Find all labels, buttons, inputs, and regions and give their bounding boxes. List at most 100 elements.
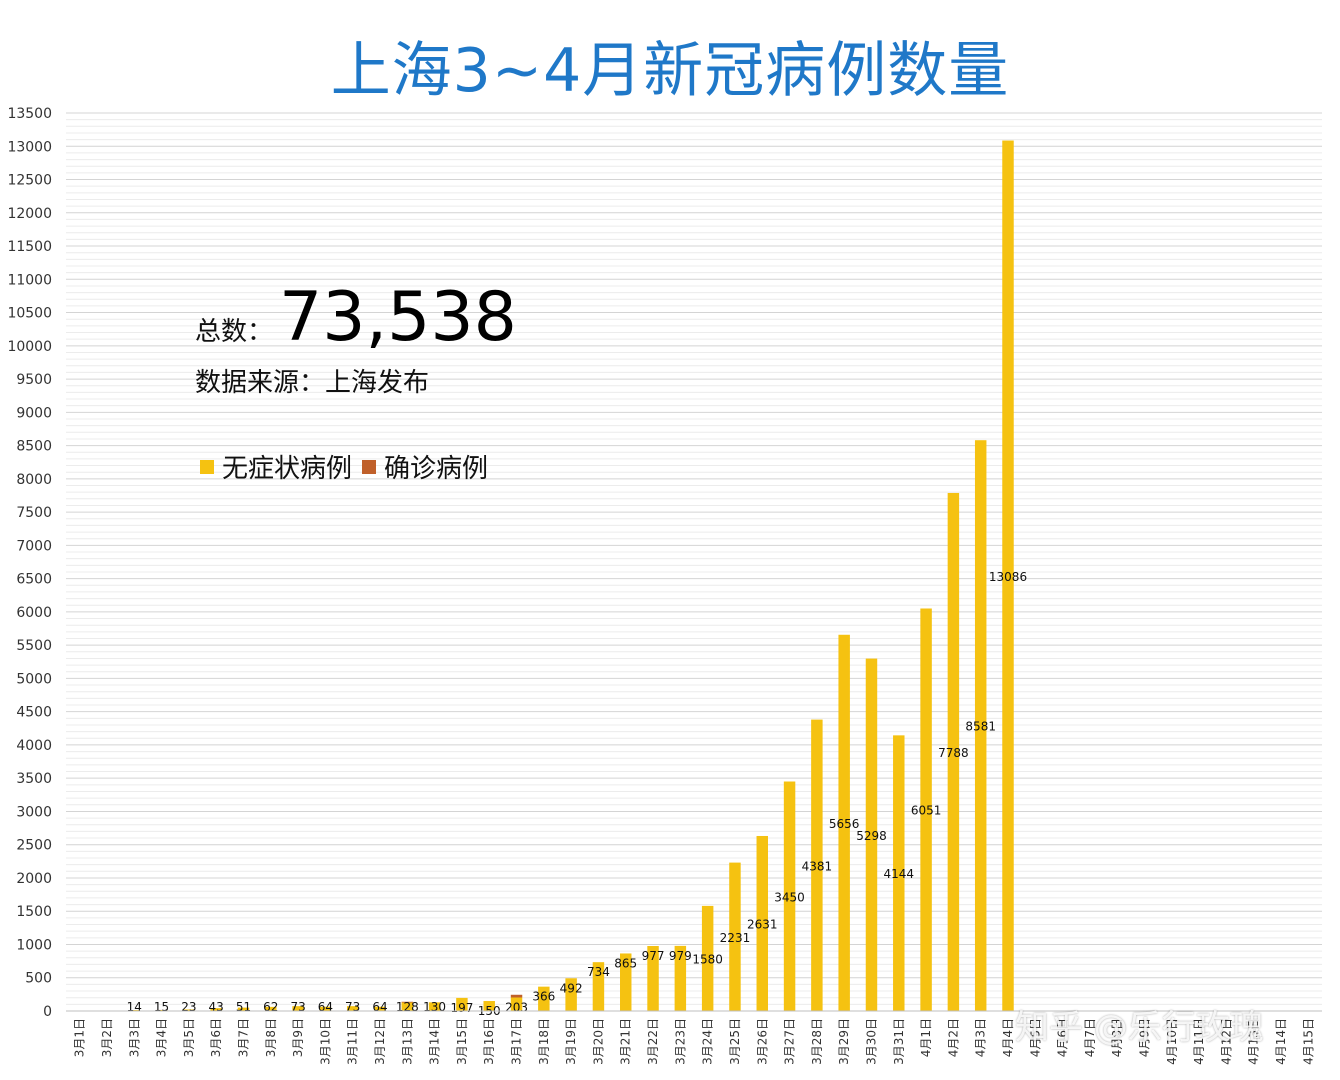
y-tick-label: 500 (25, 971, 52, 987)
legend-swatch-asymptomatic (200, 459, 214, 474)
y-tick-label: 8000 (16, 472, 52, 488)
bar-confirmed (510, 994, 523, 998)
bar-asymptomatic (565, 978, 577, 1011)
y-tick-label: 2500 (16, 838, 52, 854)
x-tick-label: 3月31日 (892, 1018, 906, 1065)
bar-asymptomatic (729, 862, 741, 1011)
data-source: 数据来源：上海发布 (195, 368, 430, 398)
x-tick-label: 3月20日 (591, 1018, 605, 1065)
bar-asymptomatic (920, 608, 932, 1011)
x-tick-label: 3月3日 (127, 1018, 141, 1057)
data-label: 62 (263, 1000, 278, 1014)
x-tick-label: 3月29日 (837, 1018, 851, 1065)
x-tick-label: 3月16日 (482, 1018, 496, 1065)
data-label: 4144 (884, 867, 915, 881)
x-tick-label: 4月9日 (1138, 1018, 1152, 1057)
legend-item-confirmed: 确诊病例 (362, 448, 488, 485)
bar-asymptomatic (838, 634, 850, 1011)
y-tick-label: 3500 (16, 771, 52, 787)
bar-asymptomatic (674, 945, 687, 1011)
data-label: 14 (127, 1000, 142, 1014)
y-tick-label: 1000 (16, 937, 52, 953)
y-tick-label: 10500 (7, 306, 52, 322)
y-tick-label: 5500 (16, 638, 52, 654)
x-tick-label: 3月12日 (373, 1018, 387, 1065)
bar-asymptomatic (647, 946, 659, 1011)
y-tick-label: 12500 (7, 173, 52, 189)
y-tick-label: 13000 (7, 139, 52, 155)
x-tick-label: 3月23日 (673, 1018, 687, 1065)
total-value: 73,538 (279, 278, 517, 357)
x-tick-label: 3月9日 (291, 1018, 305, 1057)
y-tick-label: 11000 (7, 272, 52, 288)
bar-asymptomatic (620, 953, 632, 1011)
x-tick-label: 4月7日 (1083, 1018, 1097, 1057)
data-label: 23 (181, 1000, 196, 1014)
x-tick-label: 4月15日 (1301, 1018, 1315, 1065)
data-label: 13086 (989, 570, 1027, 584)
y-tick-label: 6500 (16, 572, 52, 588)
total-label: 总数： (195, 317, 274, 347)
bar-asymptomatic (237, 1007, 250, 1011)
data-label: 734 (587, 965, 610, 979)
data-label: 977 (642, 949, 665, 963)
data-label: 128 (396, 1000, 419, 1014)
bar-asymptomatic (756, 835, 768, 1011)
bar-asymptomatic (346, 1006, 359, 1011)
x-tick-label: 3月7日 (236, 1018, 250, 1057)
y-tick-label: 3000 (16, 804, 52, 820)
bar-asymptomatic (401, 1002, 414, 1011)
x-tick-label: 4月11日 (1192, 1018, 1206, 1065)
data-label: 7788 (938, 746, 969, 760)
y-tick-label: 8500 (16, 439, 52, 455)
x-tick-label: 3月15日 (455, 1018, 469, 1065)
y-tick-label: 9000 (16, 405, 52, 421)
y-tick-label: 13500 (7, 106, 52, 122)
x-tick-label: 3月28日 (810, 1018, 824, 1065)
x-tick-label: 4月10日 (1165, 1018, 1179, 1065)
x-tick-label: 3月10日 (318, 1018, 332, 1065)
data-label: 492 (560, 981, 583, 995)
y-tick-label: 1500 (16, 904, 52, 920)
bar-asymptomatic (183, 1009, 195, 1011)
data-label: 865 (614, 956, 637, 970)
data-label: 2631 (747, 917, 778, 931)
x-tick-label: 3月21日 (619, 1018, 633, 1065)
x-tick-label: 3月18日 (537, 1018, 551, 1065)
data-label: 2231 (720, 931, 751, 945)
data-label: 64 (372, 1000, 387, 1014)
y-tick-label: 11500 (7, 239, 52, 255)
data-label: 4381 (802, 859, 833, 873)
data-label: 3450 (774, 890, 805, 904)
bar-asymptomatic (592, 962, 605, 1011)
y-tick-label: 12000 (7, 206, 52, 222)
data-label: 43 (209, 1000, 224, 1014)
x-tick-label: 4月12日 (1219, 1018, 1233, 1065)
x-tick-label: 4月4日 (1001, 1018, 1015, 1057)
x-tick-label: 3月2日 (100, 1018, 114, 1057)
bar-asymptomatic (865, 658, 878, 1011)
x-tick-label: 3月5日 (182, 1018, 196, 1057)
data-label: 6051 (911, 804, 942, 818)
bar-asymptomatic (893, 735, 905, 1011)
chart-title: 上海3~4月新冠病例数量 (330, 36, 1010, 106)
bar-asymptomatic (947, 492, 960, 1012)
bar-asymptomatic (783, 781, 796, 1011)
bar-asymptomatic (265, 1006, 277, 1011)
data-label: 64 (318, 1000, 333, 1014)
x-tick-label: 3月30日 (864, 1018, 878, 1065)
watermark: 知乎 @乐行玫瑰 (1015, 1008, 1264, 1048)
data-label: 15 (154, 1000, 169, 1014)
data-label: 203 (505, 1000, 528, 1014)
x-tick-label: 4月14日 (1274, 1018, 1288, 1065)
x-tick-label: 4月2日 (946, 1018, 960, 1057)
y-tick-label: 7000 (16, 538, 52, 554)
bar-asymptomatic (456, 997, 468, 1011)
x-tick-label: 3月1日 (73, 1018, 87, 1057)
data-label: 8581 (965, 720, 996, 734)
y-tick-label: 7500 (16, 505, 52, 521)
bar-asymptomatic (701, 905, 714, 1011)
x-tick-label: 3月6日 (209, 1018, 223, 1057)
bar-asymptomatic (374, 1006, 386, 1011)
x-tick-label: 3月17日 (510, 1018, 524, 1065)
